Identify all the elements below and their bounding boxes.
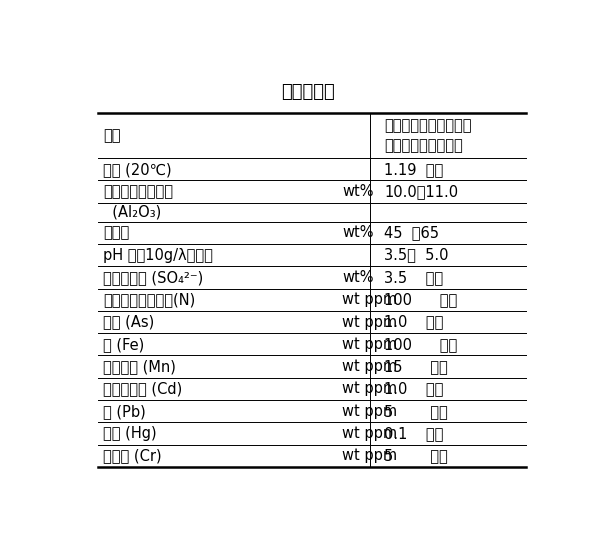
Text: 1.19  以上: 1.19 以上 bbox=[384, 162, 443, 177]
Text: 表１　品質: 表１ 品質 bbox=[281, 83, 334, 100]
Text: 100      以下: 100 以下 bbox=[384, 337, 457, 352]
Text: 1.0    以下: 1.0 以下 bbox=[384, 381, 443, 396]
Text: wt%: wt% bbox=[343, 225, 374, 240]
Text: wt%: wt% bbox=[343, 270, 374, 285]
Text: 鉛 (Pb): 鉛 (Pb) bbox=[103, 404, 146, 419]
Text: wt ppm: wt ppm bbox=[343, 404, 398, 419]
Text: wt%: wt% bbox=[343, 184, 374, 199]
Text: カドミウム (Cd): カドミウム (Cd) bbox=[103, 381, 182, 396]
Text: 3.5～  5.0: 3.5～ 5.0 bbox=[384, 248, 449, 263]
Text: (Al₂O₃): (Al₂O₃) bbox=[103, 205, 161, 219]
Text: 5        以下: 5 以下 bbox=[384, 449, 448, 464]
Text: ひ素 (As): ひ素 (As) bbox=[103, 315, 154, 329]
Text: wt ppm: wt ppm bbox=[343, 426, 398, 441]
Text: い褐色の透明な液体: い褐色の透明な液体 bbox=[384, 138, 463, 153]
Text: 鉄 (Fe): 鉄 (Fe) bbox=[103, 337, 144, 352]
Text: 外観: 外観 bbox=[103, 128, 121, 143]
Text: 15      以下: 15 以下 bbox=[384, 359, 448, 374]
Text: 無色～黄味がかった薄: 無色～黄味がかった薄 bbox=[384, 119, 472, 134]
Text: wt ppm: wt ppm bbox=[343, 449, 398, 464]
Text: wt ppm: wt ppm bbox=[343, 337, 398, 352]
Text: pH 値（10g/λ溶液）: pH 値（10g/λ溶液） bbox=[103, 248, 213, 263]
Text: 5        以下: 5 以下 bbox=[384, 404, 448, 419]
Text: マンガン (Mn): マンガン (Mn) bbox=[103, 359, 176, 374]
Text: 3.5    以下: 3.5 以下 bbox=[384, 270, 443, 285]
Text: wt ppm: wt ppm bbox=[343, 315, 398, 329]
Text: アンモニア性窒素(N): アンモニア性窒素(N) bbox=[103, 292, 195, 307]
Text: 100      以下: 100 以下 bbox=[384, 292, 457, 307]
Text: 45  ～65: 45 ～65 bbox=[384, 225, 439, 240]
Text: 硫酸イオン (SO₄²⁻): 硫酸イオン (SO₄²⁻) bbox=[103, 270, 203, 285]
Text: wt ppm: wt ppm bbox=[343, 292, 398, 307]
Text: 1.0    以下: 1.0 以下 bbox=[384, 315, 443, 329]
Text: 10.0～11.0: 10.0～11.0 bbox=[384, 184, 458, 199]
Text: 比重 (20℃): 比重 (20℃) bbox=[103, 162, 172, 177]
Text: 水銀 (Hg): 水銀 (Hg) bbox=[103, 426, 157, 441]
Text: クロム (Cr): クロム (Cr) bbox=[103, 449, 161, 464]
Text: 酸化アルミニウム: 酸化アルミニウム bbox=[103, 184, 173, 199]
Text: 塩基度: 塩基度 bbox=[103, 225, 129, 240]
Text: wt ppm: wt ppm bbox=[343, 381, 398, 396]
Text: 0.1    以下: 0.1 以下 bbox=[384, 426, 443, 441]
Text: wt ppm: wt ppm bbox=[343, 359, 398, 374]
